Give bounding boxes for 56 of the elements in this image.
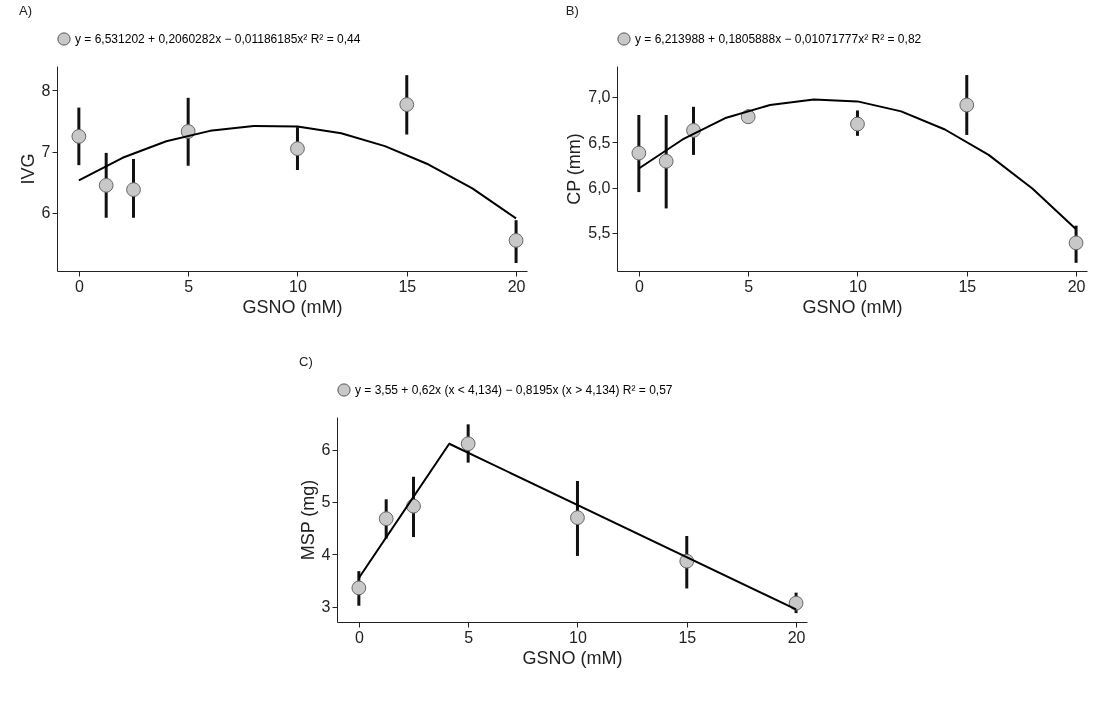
- legend-label: y = 6,213988 + 0,1805888x − 0,01071777x² R² = 0,82: [635, 32, 922, 46]
- line-series: [77, 124, 518, 220]
- y-tick-label: 5,5: [588, 224, 611, 242]
- x-tick-label: 10: [849, 277, 867, 295]
- chart-title: B): [565, 3, 579, 18]
- y-tick-label: 6: [321, 441, 331, 459]
- x-tick-label: 20: [507, 277, 526, 295]
- x-tick-label: 0: [74, 277, 84, 295]
- x-tick-label: 5: [184, 277, 194, 295]
- point: [959, 97, 975, 113]
- x-axis-title: GSNO (mM): [522, 647, 623, 668]
- y-tick-label: 6: [41, 204, 51, 222]
- point: [850, 116, 865, 132]
- x-tick-label: 5: [464, 628, 474, 646]
- x-tick-label: 10: [569, 628, 587, 646]
- point: [351, 580, 367, 596]
- point: [98, 177, 114, 193]
- y-tick-label: 7: [41, 143, 51, 161]
- point: [508, 233, 524, 248]
- point: [788, 595, 804, 611]
- y-tick-label: 4: [321, 545, 331, 563]
- y-tick-label: 5: [321, 493, 331, 511]
- chart-title: A): [19, 3, 33, 18]
- y-axis-title: CP (mm): [564, 133, 585, 205]
- x-tick-label: 15: [398, 277, 417, 295]
- y-tick-label: 6,5: [588, 133, 611, 151]
- y-tick-label: 8: [41, 81, 51, 99]
- point: [460, 436, 476, 452]
- line-series: [637, 98, 1078, 231]
- point: [399, 97, 415, 112]
- point: [658, 153, 674, 169]
- x-tick-label: 20: [1067, 277, 1086, 295]
- y-tick-label: 6,0: [588, 179, 611, 197]
- point: [290, 141, 305, 156]
- y-axis-title: IVG: [17, 153, 38, 185]
- y-axis-title: MSP (mg): [297, 479, 318, 561]
- point: [126, 182, 141, 197]
- x-axis-title: GSNO (mM): [242, 296, 343, 317]
- chart-title: C): [299, 354, 313, 369]
- point: [71, 128, 87, 144]
- x-tick-label: 0: [354, 628, 364, 646]
- point: [631, 145, 647, 161]
- x-tick-label: 0: [634, 277, 644, 295]
- x-tick-label: 20: [787, 628, 806, 646]
- x-tick-label: 15: [958, 277, 977, 295]
- x-tick-label: 5: [744, 277, 754, 295]
- y-tick-label: 7,0: [588, 88, 611, 106]
- point: [570, 510, 585, 526]
- x-tick-label: 10: [289, 277, 307, 295]
- y-tick-label: 3: [321, 598, 331, 616]
- legend-label: y = 3,55 + 0,62x (x < 4,134) − 0,8195x (x > 4,134) R² = 0,57: [355, 383, 673, 397]
- point: [378, 511, 394, 527]
- x-axis-title: GSNO (mM): [802, 296, 903, 317]
- x-tick-label: 15: [678, 628, 697, 646]
- point: [1068, 235, 1084, 251]
- legend-label: y = 6,531202 + 0,2060282x − 0,01186185x² R² = 0,44: [75, 32, 361, 46]
